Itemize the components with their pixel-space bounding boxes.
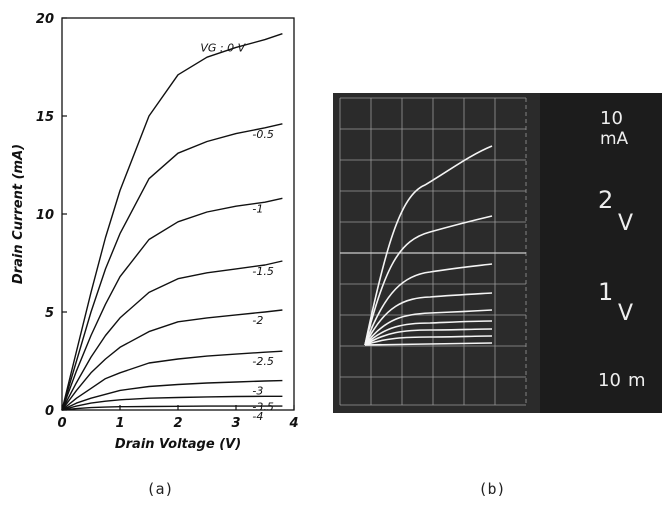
scope-traces: [364, 145, 493, 346]
curve-label: -1.5: [252, 265, 273, 278]
scope-readout-value: 10: [600, 108, 623, 129]
oscilloscope-photo: 10 mA 2 V 1 V 10 m: [333, 93, 662, 413]
curve-label: -2.5: [252, 355, 273, 368]
scope-readout-value: 2: [598, 186, 613, 214]
y-tick-label: 10: [36, 208, 54, 223]
scope-readout-unit: V: [618, 211, 633, 236]
scope-panel: [540, 93, 662, 413]
y-tick-label: 15: [36, 110, 54, 125]
x-tick-label: 2: [173, 416, 182, 431]
curve: [61, 350, 283, 411]
curve: [61, 309, 283, 411]
x-axis-label: Drain Voltage (V): [115, 437, 241, 452]
curve: [61, 197, 283, 411]
x-tick-label: 3: [231, 416, 240, 431]
curve: [61, 379, 283, 411]
curve: [61, 123, 283, 411]
curve: [61, 395, 283, 411]
curve-label: -4: [252, 410, 263, 423]
scope-readout-unit: m: [628, 370, 646, 391]
curve: [61, 260, 283, 411]
caption: (a): [146, 480, 173, 498]
x-tick-label: 4: [288, 416, 298, 431]
curve-label: -0.5: [252, 128, 273, 141]
curve-label: -3: [252, 385, 263, 398]
scope-readout-unit: V: [618, 301, 633, 326]
y-tick-label: 0: [45, 404, 54, 419]
x-tick-label: 0: [57, 416, 66, 431]
curve: [61, 405, 283, 411]
curve-label: VG : 0 V: [200, 42, 246, 55]
curve: [61, 33, 283, 411]
y-axis-label: Drain Current (mA): [11, 144, 26, 284]
scope-grid: [339, 97, 527, 406]
curve-label: -2: [252, 314, 263, 327]
y-tick-label: 5: [45, 306, 54, 321]
x-tick-label: 1: [115, 416, 124, 431]
scope-readout-value: 1: [598, 278, 613, 306]
curve-label: -1: [252, 202, 263, 215]
caption: (b): [478, 480, 505, 498]
scope-readout-value: 10: [598, 370, 621, 391]
y-tick-label: 20: [36, 12, 54, 27]
scope-readout-unit: mA: [600, 129, 629, 149]
